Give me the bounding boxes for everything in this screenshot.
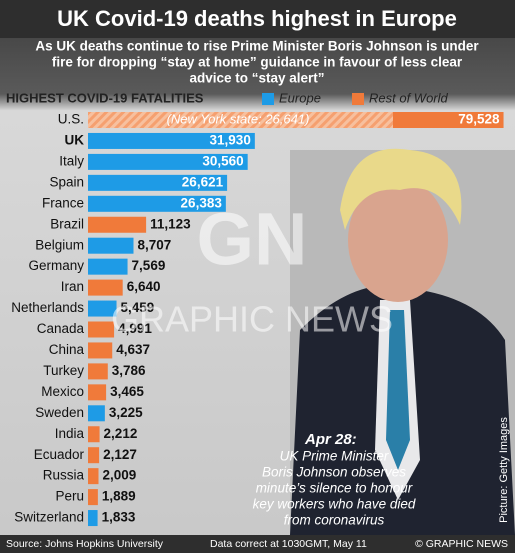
y-tick-label: Germany — [28, 258, 84, 273]
bar — [88, 195, 226, 212]
y-tick-label: Mexico — [41, 384, 84, 399]
copyright: © GRAPHIC NEWS — [415, 538, 508, 550]
y-tick-label: Peru — [55, 489, 84, 504]
value-label: 2,009 — [102, 468, 136, 483]
bar — [88, 384, 107, 401]
bar — [88, 510, 98, 527]
caption: Boris Johnson observes — [262, 465, 406, 480]
y-tick-label: Turkey — [43, 363, 84, 378]
note: Data correct at 1030GMT, May 11 — [210, 538, 367, 550]
bar — [88, 426, 100, 443]
caption: key workers who have died — [253, 497, 416, 512]
value-label: 4,991 — [118, 321, 152, 336]
value-label: 26,383 — [181, 195, 223, 210]
value-label: 3,786 — [112, 363, 146, 378]
photo — [290, 148, 515, 535]
value-label: 79,528 — [458, 112, 500, 127]
caption: UK Prime Minister — [280, 449, 389, 464]
y-tick-label: UK — [65, 133, 85, 148]
y-tick-label: Russia — [43, 468, 85, 483]
y-tick-label: Belgium — [35, 237, 84, 252]
value-label: 1,889 — [102, 489, 136, 504]
value-label: 7,569 — [132, 258, 166, 273]
bar — [88, 342, 113, 359]
y-tick-label: Italy — [59, 153, 84, 168]
y-tick-label: Ecuador — [34, 447, 85, 462]
legend-label: Europe — [279, 90, 321, 105]
subtitle: advice to “stay alert” — [189, 71, 324, 86]
legend-swatch — [352, 93, 364, 105]
bar — [88, 153, 248, 170]
y-tick-label: Netherlands — [11, 300, 84, 315]
source: Source: Johns Hopkins University — [6, 538, 164, 550]
y-tick-label: Spain — [49, 174, 84, 189]
y-tick-label: Canada — [37, 321, 85, 336]
y-tick-label: China — [49, 342, 85, 357]
y-tick-label: Brazil — [50, 216, 84, 231]
bar — [88, 258, 128, 275]
value-label: 4,637 — [116, 342, 150, 357]
y-tick-label: Iran — [61, 279, 84, 294]
bar — [88, 174, 228, 191]
bar — [88, 468, 99, 485]
watermark: GN — [197, 198, 308, 281]
caption: from coronavirus — [284, 513, 385, 528]
bar — [88, 363, 108, 380]
bar — [88, 279, 123, 296]
value-label: 31,930 — [210, 133, 251, 148]
value-label: 11,123 — [150, 216, 191, 231]
annotation: (New York state: 26,641) — [167, 111, 310, 126]
value-label: 30,560 — [202, 153, 243, 168]
bar — [88, 132, 255, 149]
bar — [88, 447, 100, 464]
y-tick-label: U.S. — [58, 112, 84, 127]
bar — [88, 489, 98, 506]
caption: minute’s silence to honour — [256, 481, 413, 496]
title: UK Covid-19 deaths highest in Europe — [57, 6, 457, 31]
legend-swatch — [262, 93, 274, 105]
annotation-hatch — [88, 112, 393, 128]
value-label: 26,621 — [182, 174, 224, 189]
chart-title: HIGHEST COVID-19 FATALITIES — [6, 90, 204, 105]
bar — [88, 237, 134, 254]
y-tick-label: Sweden — [35, 405, 84, 420]
value-label: 1,833 — [102, 510, 136, 525]
y-tick-label: Switzerland — [14, 510, 84, 525]
value-label: 6,640 — [127, 279, 161, 294]
subtitle: As UK deaths continue to rise Prime Mini… — [35, 39, 479, 54]
legend-label: Rest of World — [369, 90, 449, 105]
y-tick-label: France — [42, 195, 84, 210]
title-band — [0, 0, 515, 38]
y-tick-label: India — [55, 426, 85, 441]
subtitle: fire for dropping “stay at home” guidanc… — [52, 55, 463, 70]
credit: Picture: Getty Images — [498, 417, 510, 523]
footer-band — [0, 535, 515, 553]
value-label: 5,459 — [121, 300, 155, 315]
bar — [88, 216, 147, 233]
bar — [88, 300, 117, 317]
value-label: 3,225 — [109, 405, 143, 420]
bar — [88, 321, 115, 338]
caption-date: Apr 28: — [304, 431, 357, 448]
watermark: GRAPHIC NEWS — [111, 299, 393, 340]
value-label: 2,212 — [104, 426, 138, 441]
value-label: 3,465 — [110, 384, 144, 399]
value-label: 8,707 — [137, 237, 171, 252]
value-label: 2,127 — [103, 447, 137, 462]
bar — [88, 405, 105, 422]
